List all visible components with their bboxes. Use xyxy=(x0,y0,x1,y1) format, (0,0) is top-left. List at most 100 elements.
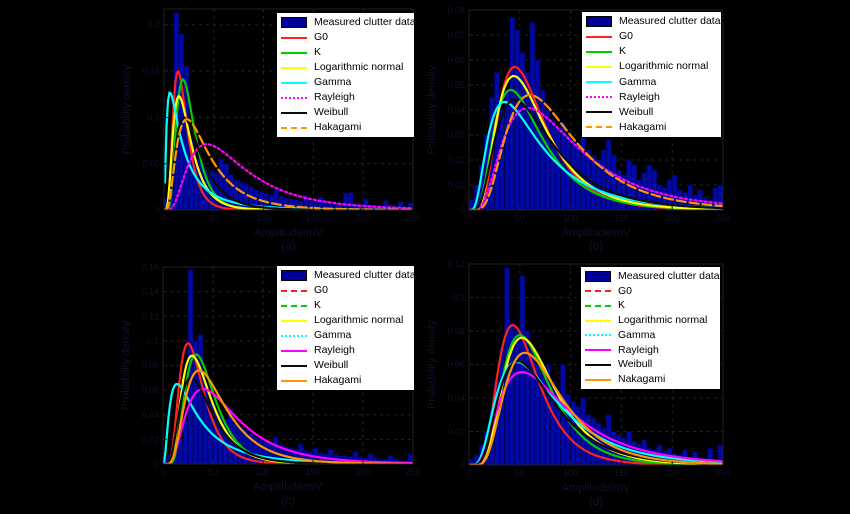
legend-item-label: Gamma xyxy=(619,75,657,88)
y-axis-label: Probability density xyxy=(426,65,438,155)
histogram-bar xyxy=(514,330,521,465)
weibull-line-swatch xyxy=(281,364,307,367)
y-tick-label: 0.06 xyxy=(447,360,465,370)
x-axis-label: Amplitude/mV xyxy=(562,227,631,239)
curve-rayleigh xyxy=(163,387,413,464)
legend-subplot-a: Measured clutter data G0 K Logarithmic n… xyxy=(276,12,416,138)
x-tick-label: 250 xyxy=(715,213,730,223)
legend-item-label: Hakagami xyxy=(314,374,362,386)
legend-item: Gamma xyxy=(281,76,410,90)
y-tick-label: 0.08 xyxy=(141,361,159,371)
curve-hakagami xyxy=(469,93,723,210)
measured-data-swatch xyxy=(585,270,611,282)
curve-g0 xyxy=(164,69,413,210)
curve-weibull xyxy=(469,98,723,210)
histogram-bar xyxy=(534,59,541,210)
legend-item: K xyxy=(586,45,717,59)
x-tick-label: 0 xyxy=(160,467,165,477)
legend-item-label: G0 xyxy=(618,284,633,297)
weibull-line-swatch xyxy=(585,363,611,366)
histogram-bar xyxy=(519,275,526,465)
legend-item-label: Logarithmic normal xyxy=(619,60,709,73)
legend-item: K xyxy=(281,46,410,60)
legend-item: Weibull xyxy=(585,358,716,372)
nakagami-line-swatch xyxy=(585,378,611,381)
gamma-line-swatch xyxy=(586,81,612,84)
legend-item-label: G0 xyxy=(314,31,329,43)
lognormal-line-swatch xyxy=(281,319,307,322)
legend-item: Weibull xyxy=(281,106,410,120)
subplot-b: 0 50 100 150 200 250 0 0.01 0.02 0.03 0.04 0.05 0.06… xyxy=(426,5,731,253)
legend-item-label: Logarithmic normal xyxy=(314,314,404,326)
x-axis-label: Amplitude/mV xyxy=(254,227,323,239)
curve-rayleigh xyxy=(469,370,723,465)
legend-item-label: Logarithmic normal xyxy=(314,61,404,73)
g0-line-swatch xyxy=(585,290,611,293)
x-tick-label: 100 xyxy=(563,213,578,223)
legend-item-label: Measured clutter data xyxy=(314,269,416,281)
weibull-line-swatch xyxy=(281,111,307,114)
subplot-caption: (b) xyxy=(589,239,604,253)
x-tick-label: 150 xyxy=(305,467,320,477)
legend-item-label: Measured clutter data xyxy=(314,16,416,28)
x-tick-label: 250 xyxy=(405,213,420,223)
legend-item: K xyxy=(281,299,410,313)
legend-item: Rayleigh xyxy=(585,343,716,357)
histogram-bar xyxy=(554,127,561,210)
legend-item-label: Logarithmic normal xyxy=(618,314,708,327)
subplot-caption: (a) xyxy=(281,239,296,253)
hakagami-line-swatch xyxy=(281,126,307,129)
legend-item: G0 xyxy=(281,31,410,45)
legend-item: Logarithmic normal xyxy=(585,314,716,328)
histogram-bar xyxy=(233,179,240,210)
x-tick-label: 100 xyxy=(256,213,271,223)
x-tick-label: 200 xyxy=(355,467,370,477)
legend-item-label: Hakagami xyxy=(619,120,667,133)
histogram-bar xyxy=(243,183,250,210)
legend-item: Gamma xyxy=(281,329,410,343)
histogram-bar xyxy=(514,29,521,210)
rayleigh-line-swatch xyxy=(281,349,307,352)
k-line-swatch xyxy=(586,50,612,53)
legend-item-label: Rayleigh xyxy=(618,343,659,356)
histogram-bar xyxy=(347,192,354,210)
hakagami-line-swatch xyxy=(281,379,307,382)
legend-subplot-d: Measured clutter data G0 K Logarithmic n… xyxy=(580,266,721,390)
legend-item-label: K xyxy=(314,46,322,58)
legend-item-label: Measured clutter data xyxy=(618,269,720,282)
y-tick-label: 0.12 xyxy=(447,259,465,269)
legend-item-label: K xyxy=(619,45,627,58)
x-tick-label: 50 xyxy=(209,213,219,223)
y-tick-label: 0.03 xyxy=(447,130,465,140)
histogram-bar xyxy=(580,134,587,210)
y-tick-label: 0.15 xyxy=(142,66,160,76)
legend-item: Measured clutter data xyxy=(281,16,416,30)
lognormal-line-swatch xyxy=(586,65,612,68)
g0-line-swatch xyxy=(281,36,307,39)
x-tick-label: 150 xyxy=(306,213,321,223)
x-axis-label: Amplitude/mV xyxy=(254,481,323,493)
gamma-line-swatch xyxy=(281,81,307,84)
y-tick-label: 0.02 xyxy=(141,434,159,444)
measured-data-swatch xyxy=(586,16,612,28)
legend-item: Rayleigh xyxy=(586,90,717,104)
x-tick-label: 100 xyxy=(255,467,270,477)
legend-item: Hakagami xyxy=(281,374,410,388)
curve-rayleigh xyxy=(469,106,723,210)
y-axis-label: Probability density xyxy=(121,64,133,154)
y-tick-label: 0.16 xyxy=(141,262,159,272)
curve-hakagami xyxy=(163,369,413,464)
x-tick-label: 250 xyxy=(405,467,420,477)
x-tick-label: 200 xyxy=(356,213,371,223)
x-tick-label: 150 xyxy=(614,468,629,478)
legend-item: Logarithmic normal xyxy=(281,314,410,328)
legend-item: Measured clutter data xyxy=(585,269,720,283)
legend-item-label: Gamma xyxy=(314,329,352,341)
gamma-line-swatch xyxy=(585,334,611,337)
legend-item-label: Rayleigh xyxy=(314,91,355,103)
curve-rayleigh xyxy=(164,143,413,210)
subplot-caption: (d) xyxy=(589,494,604,508)
legend-item: K xyxy=(585,299,716,313)
y-tick-label: 0.06 xyxy=(447,55,465,65)
